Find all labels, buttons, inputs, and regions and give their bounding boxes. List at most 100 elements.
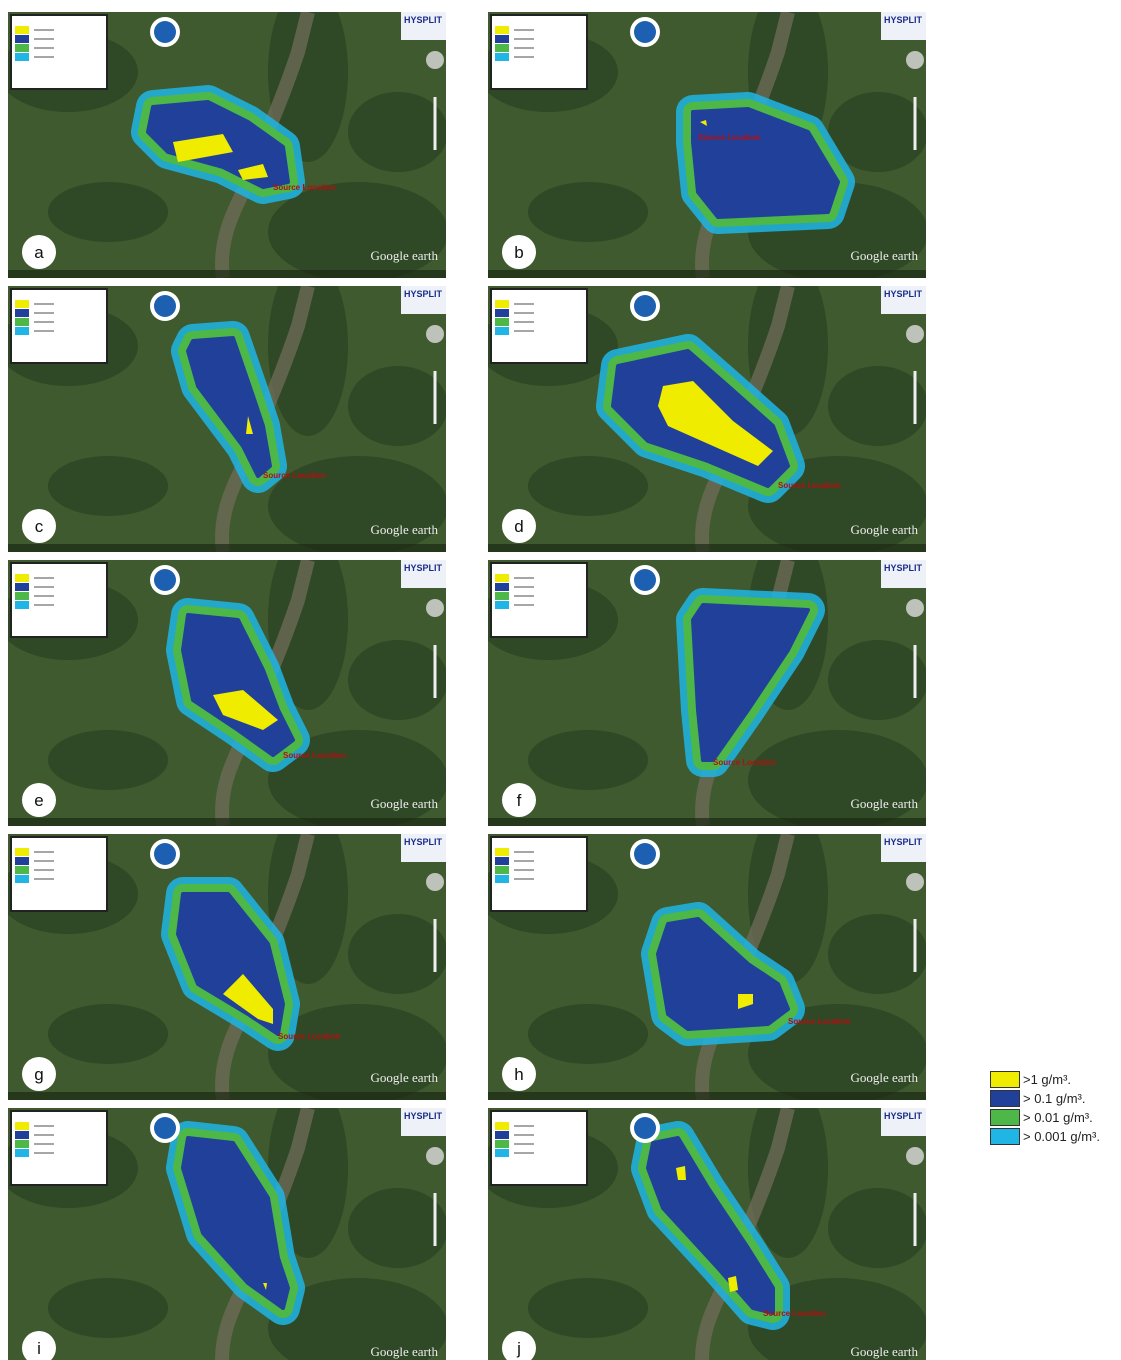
google-earth: Google earth bbox=[370, 1344, 438, 1359]
forest-patch bbox=[348, 914, 446, 994]
inset-swatch bbox=[15, 26, 29, 34]
source-label: Source Location bbox=[263, 471, 326, 480]
panel-label: i bbox=[37, 1339, 41, 1358]
legend-swatch bbox=[990, 1128, 1020, 1145]
inset-swatch bbox=[495, 327, 509, 335]
google-earth: Google earth bbox=[850, 796, 918, 811]
satellite-map: HYSPLIT Google earth i bbox=[8, 1108, 446, 1360]
source-label: Source Location bbox=[788, 1017, 851, 1026]
forest-patch bbox=[528, 1278, 648, 1338]
satellite-map: Source LocationHYSPLITGoogle eartha bbox=[8, 12, 446, 278]
legend-entry: > 0.01 g/m³. bbox=[990, 1108, 1100, 1127]
nav-control bbox=[426, 873, 444, 891]
noaa-logo-inner bbox=[154, 295, 176, 317]
source-label: Source Location bbox=[713, 758, 776, 767]
inset-swatch bbox=[15, 592, 29, 600]
google-earth: Google earth bbox=[370, 796, 438, 811]
noaa-logo-inner bbox=[634, 843, 656, 865]
noaa-logo-inner bbox=[154, 569, 176, 591]
panel-label: h bbox=[514, 1065, 523, 1084]
inset-swatch bbox=[495, 300, 509, 308]
map-panel: Source Location HYSPLIT Google earth f bbox=[488, 560, 926, 826]
noaa-logo-inner bbox=[154, 1117, 176, 1139]
legend-label: > 0.01 g/m³. bbox=[1023, 1108, 1093, 1127]
hysplit-text: HYSPLIT bbox=[404, 15, 443, 25]
status-bar bbox=[488, 818, 926, 826]
forest-patch bbox=[828, 640, 926, 720]
nav-control bbox=[426, 51, 444, 69]
inset-swatch bbox=[495, 44, 509, 52]
inset-swatch bbox=[15, 866, 29, 874]
inset-swatch bbox=[15, 857, 29, 865]
inset-swatch bbox=[495, 866, 509, 874]
inset-swatch bbox=[495, 848, 509, 856]
forest-patch bbox=[828, 914, 926, 994]
hysplit-text: HYSPLIT bbox=[404, 1111, 443, 1121]
satellite-map: Source LocationHYSPLITGoogle earthb bbox=[488, 12, 926, 278]
hysplit-text: HYSPLIT bbox=[884, 563, 923, 573]
legend-entry: > 0.001 g/m³. bbox=[990, 1127, 1100, 1146]
source-label: Source Location bbox=[283, 751, 346, 760]
forest-patch bbox=[528, 456, 648, 516]
status-bar bbox=[8, 270, 446, 278]
satellite-map: Source Location HYSPLIT Google earth f bbox=[488, 560, 926, 826]
inset-swatch bbox=[495, 1140, 509, 1148]
satellite-map: Source LocationHYSPLITGoogle earthd bbox=[488, 286, 926, 552]
noaa-logo-inner bbox=[634, 569, 656, 591]
noaa-logo-inner bbox=[634, 1117, 656, 1139]
hysplit-text: HYSPLIT bbox=[404, 289, 443, 299]
hysplit-text: HYSPLIT bbox=[404, 837, 443, 847]
map-panel: HYSPLIT Google earth i bbox=[8, 1108, 446, 1360]
google-earth: Google earth bbox=[850, 1070, 918, 1085]
inset-swatch bbox=[495, 875, 509, 883]
inset-swatch bbox=[495, 1122, 509, 1130]
forest-patch bbox=[348, 92, 446, 172]
inset-swatch bbox=[495, 857, 509, 865]
inset-swatch bbox=[15, 601, 29, 609]
inset-swatch bbox=[495, 601, 509, 609]
map-panel: Source LocationHYSPLITGoogle eartha bbox=[8, 12, 446, 278]
google-earth: Google earth bbox=[370, 522, 438, 537]
legend-label: >1 g/m³. bbox=[1023, 1070, 1071, 1089]
inset-swatch bbox=[495, 35, 509, 43]
figure: Source LocationHYSPLITGoogle earthaSourc… bbox=[0, 0, 1121, 1360]
nav-control bbox=[906, 325, 924, 343]
nav-control bbox=[906, 599, 924, 617]
inset-swatch bbox=[15, 1149, 29, 1157]
panel-label: j bbox=[516, 1339, 521, 1358]
panel-label: f bbox=[517, 791, 522, 810]
inset-swatch bbox=[15, 35, 29, 43]
google-earth: Google earth bbox=[850, 248, 918, 263]
panel-label: e bbox=[34, 791, 43, 810]
noaa-logo-inner bbox=[154, 843, 176, 865]
inset-swatch bbox=[15, 327, 29, 335]
forest-patch bbox=[828, 1188, 926, 1268]
map-panel: Source LocationHYSPLITGoogle earthd bbox=[488, 286, 926, 552]
google-earth: Google earth bbox=[850, 522, 918, 537]
inset-swatch bbox=[15, 53, 29, 61]
inset-swatch bbox=[15, 1131, 29, 1139]
google-earth: Google earth bbox=[370, 1070, 438, 1085]
panel-label: g bbox=[34, 1065, 43, 1084]
legend-entry: > 0.1 g/m³. bbox=[990, 1089, 1100, 1108]
inset-swatch bbox=[15, 1122, 29, 1130]
hysplit-text: HYSPLIT bbox=[884, 289, 923, 299]
inset-swatch bbox=[495, 592, 509, 600]
status-bar bbox=[8, 818, 446, 826]
satellite-map: Source LocationHYSPLITGoogle earthh bbox=[488, 834, 926, 1100]
inset-swatch bbox=[495, 1149, 509, 1157]
status-bar bbox=[488, 544, 926, 552]
legend-swatch bbox=[990, 1090, 1020, 1107]
forest-patch bbox=[528, 182, 648, 242]
inset-swatch bbox=[15, 875, 29, 883]
legend-entry: >1 g/m³. bbox=[990, 1070, 1100, 1089]
inset-swatch bbox=[15, 583, 29, 591]
source-label: Source Location bbox=[778, 481, 841, 490]
inset-swatch bbox=[15, 1140, 29, 1148]
forest-patch bbox=[828, 366, 926, 446]
forest-patch bbox=[48, 1278, 168, 1338]
